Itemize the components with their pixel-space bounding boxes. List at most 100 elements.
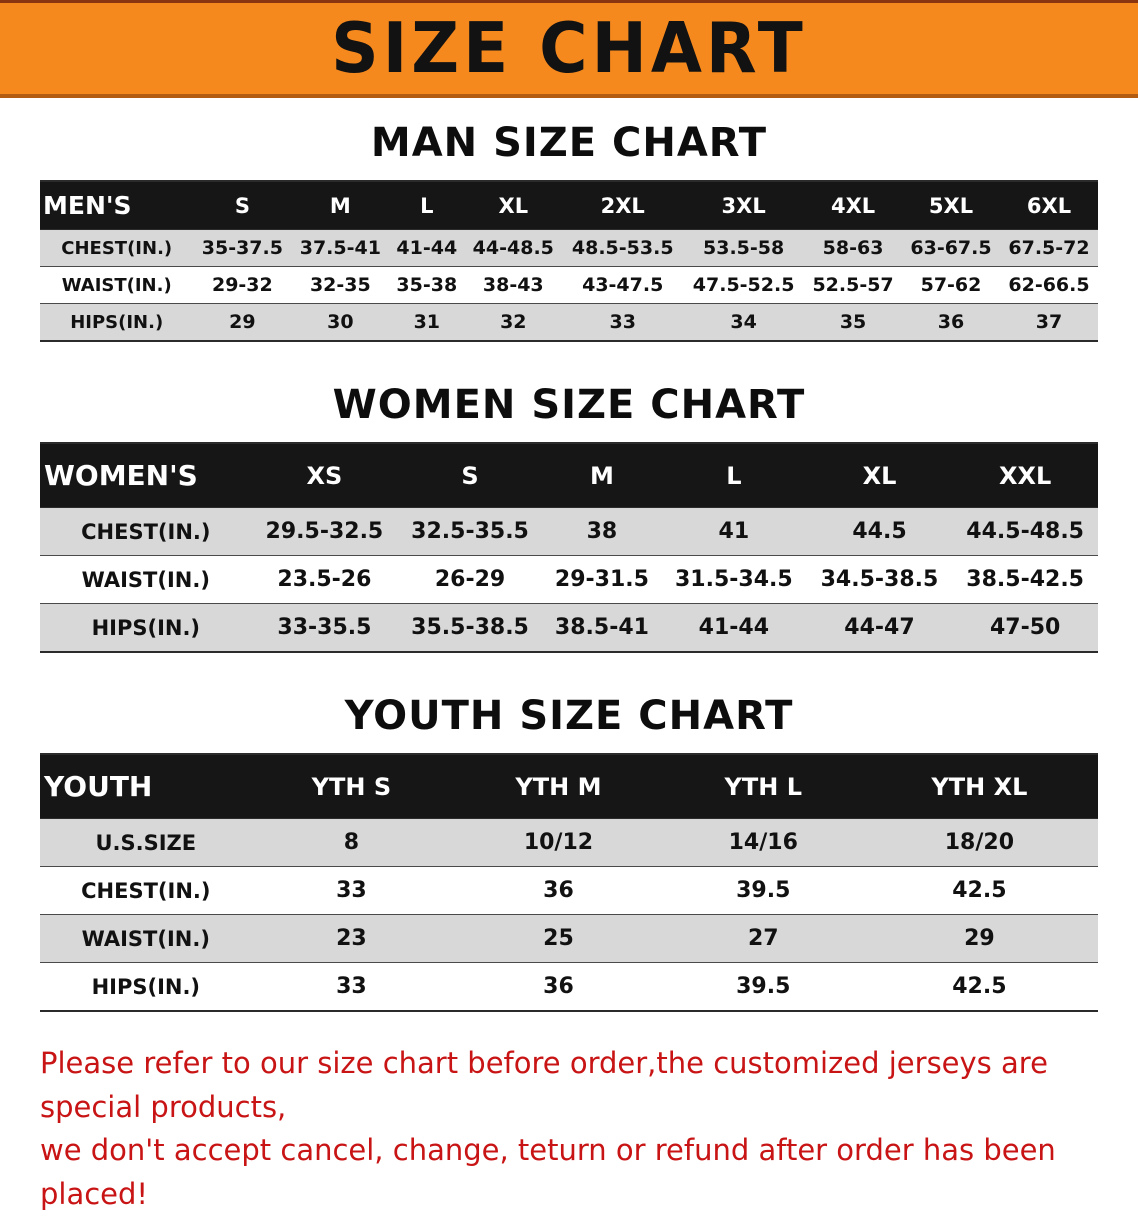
size-value-cell: 33: [336, 974, 367, 999]
size-value-cell: 42.5: [952, 878, 1007, 903]
size-value-cell: 37.5-41: [299, 237, 381, 259]
table-header-row: YOUTH YTH S YTH M YTH L YTH XL: [40, 754, 1098, 819]
size-value-cell: 27: [747, 926, 779, 951]
size-value-cell: 18/20: [944, 830, 1014, 855]
size-column-header: YTH XL: [931, 772, 1028, 801]
table-header-row: MEN'S S M L XL 2XL 3XL 4XL 5XL 6XL: [40, 181, 1098, 230]
size-value-cell: 53.5-58: [703, 237, 785, 259]
size-value-cell: 30: [327, 311, 354, 333]
size-value-cell: 47.5-52.5: [692, 274, 795, 296]
measurement-row: WAIST(IN.) 29-32 32-35 35-38 38-43 43-47.5 47.…: [40, 266, 1098, 304]
measurement-row: WAIST(IN.) 23 25 27 29: [40, 914, 1098, 963]
size-value-cell: 29-32: [211, 274, 273, 296]
size-value-cell: 23: [336, 926, 367, 951]
size-column-header: L: [726, 461, 742, 490]
youth-size-section: YOUTH SIZE CHART YOUTH YTH S YTH M YTH L YTH…: [0, 693, 1138, 1012]
size-column-header: XL: [862, 461, 897, 490]
size-value-cell: 48.5-53.5: [571, 237, 674, 259]
youth-size-table: YOUTH YTH S YTH M YTH L YTH XL U.S.SIZE 8 10/12…: [40, 753, 1098, 1012]
size-value-cell: 23.5-26: [277, 567, 372, 592]
row-label: WAIST(IN.): [81, 926, 210, 951]
size-value-cell: 33: [609, 311, 636, 333]
size-column-header: XS: [306, 461, 343, 490]
table-header-row: WOMEN'S XS S M L XL XXL: [40, 443, 1098, 508]
size-value-cell: 38-43: [482, 274, 544, 296]
size-column-header: 6XL: [1026, 193, 1072, 218]
size-value-cell: 39.5: [736, 974, 791, 999]
measurement-row: HIPS(IN.) 33-35.5 35.5-38.5 38.5-41 41-44 44-…: [40, 603, 1098, 652]
size-value-cell: 36: [543, 974, 574, 999]
size-value-cell: 41-44: [396, 237, 458, 259]
size-value-cell: 10/12: [523, 830, 594, 855]
measurement-row: CHEST(IN.) 33 36 39.5 42.5: [40, 866, 1098, 915]
measurement-row: U.S.SIZE 8 10/12 14/16 18/20: [40, 818, 1098, 867]
size-value-cell: 42.5: [952, 974, 1007, 999]
size-value-cell: 34: [730, 311, 757, 333]
size-value-cell: 36: [543, 878, 574, 903]
size-value-cell: 47-50: [989, 615, 1061, 640]
size-column-header: 5XL: [928, 193, 974, 218]
women-section-heading: WOMEN SIZE CHART: [332, 382, 806, 428]
disclaimer-line-1: Please refer to our size chart before or…: [40, 1046, 1048, 1124]
size-value-cell: 38.5-41: [554, 615, 649, 640]
size-value-cell: 29.5-32.5: [265, 519, 384, 544]
size-value-cell: 8: [343, 830, 360, 855]
size-column-header: 3XL: [721, 193, 766, 218]
banner: SIZE CHART: [0, 0, 1138, 98]
size-value-cell: 39.5: [736, 878, 791, 903]
table-title-cell: YOUTH: [44, 770, 153, 803]
size-value-cell: 35-38: [396, 274, 458, 296]
size-value-cell: 35: [839, 311, 867, 333]
size-value-cell: 38: [586, 519, 618, 544]
size-value-cell: 35-37.5: [201, 237, 283, 259]
size-value-cell: 58-63: [822, 237, 884, 259]
row-label: CHEST(IN.): [81, 519, 211, 544]
size-column-header: L: [420, 193, 434, 218]
size-column-header: YTH L: [724, 772, 802, 801]
size-value-cell: 36: [937, 311, 965, 333]
size-value-cell: 44-47: [844, 615, 915, 640]
size-value-cell: 62-66.5: [1008, 274, 1090, 296]
measurement-row: WAIST(IN.) 23.5-26 26-29 29-31.5 31.5-34.5 34…: [40, 555, 1098, 604]
size-value-cell: 32-35: [309, 274, 371, 296]
disclaimer-line-2: we don't accept cancel, change, teturn o…: [40, 1133, 1056, 1211]
row-label: HIPS(IN.): [91, 615, 201, 640]
row-label: HIPS(IN.): [70, 311, 164, 333]
row-label: CHEST(IN.): [61, 237, 173, 259]
row-label: HIPS(IN.): [91, 974, 201, 999]
size-value-cell: 63-67.5: [910, 237, 992, 259]
youth-section-heading: YOUTH SIZE CHART: [344, 693, 794, 739]
page-title: SIZE CHART: [331, 8, 807, 89]
row-label: WAIST(IN.): [81, 567, 210, 592]
size-value-cell: 33-35.5: [277, 615, 372, 640]
size-value-cell: 41-44: [698, 615, 770, 640]
size-value-cell: 25: [543, 926, 574, 951]
men-section-heading: MAN SIZE CHART: [370, 120, 768, 166]
table-title-cell: MEN'S: [43, 191, 132, 220]
size-column-header: S: [234, 193, 250, 218]
size-value-cell: 32.5-35.5: [411, 519, 529, 544]
size-column-header: YTH S: [311, 772, 392, 801]
size-column-header: XL: [498, 193, 529, 218]
size-value-cell: 14/16: [728, 830, 798, 855]
size-value-cell: 31.5-34.5: [675, 567, 793, 592]
size-value-cell: 35.5-38.5: [411, 615, 529, 640]
measurement-row: HIPS(IN.) 29 30 31 32 33 34 35 36 37: [40, 303, 1098, 341]
size-value-cell: 26-29: [434, 567, 506, 592]
disclaimer: Please refer to our size chart before or…: [40, 1042, 1098, 1216]
measurement-row: HIPS(IN.) 33 36 39.5 42.5: [40, 962, 1098, 1011]
measurement-row: CHEST(IN.) 35-37.5 37.5-41 41-44 44-48.5 48.5…: [40, 229, 1098, 267]
size-value-cell: 38.5-42.5: [966, 567, 1084, 592]
measurement-row: CHEST(IN.) 29.5-32.5 32.5-35.5 38 41 44.5 44.5…: [40, 507, 1098, 556]
women-size-table: WOMEN'S XS S M L XL XXL CHEST(IN.) 29.5-32.5 32.5…: [40, 442, 1098, 653]
size-value-cell: 44.5-48.5: [966, 519, 1084, 544]
size-value-cell: 33: [336, 878, 367, 903]
size-column-header: XXL: [998, 461, 1052, 490]
size-value-cell: 29-31.5: [554, 567, 649, 592]
size-value-cell: 67.5-72: [1008, 237, 1090, 259]
size-value-cell: 44-48.5: [472, 237, 554, 259]
size-value-cell: 29: [964, 926, 995, 951]
size-column-header: YTH M: [515, 772, 602, 801]
size-value-cell: 29: [229, 311, 256, 333]
size-column-header: M: [590, 461, 614, 490]
